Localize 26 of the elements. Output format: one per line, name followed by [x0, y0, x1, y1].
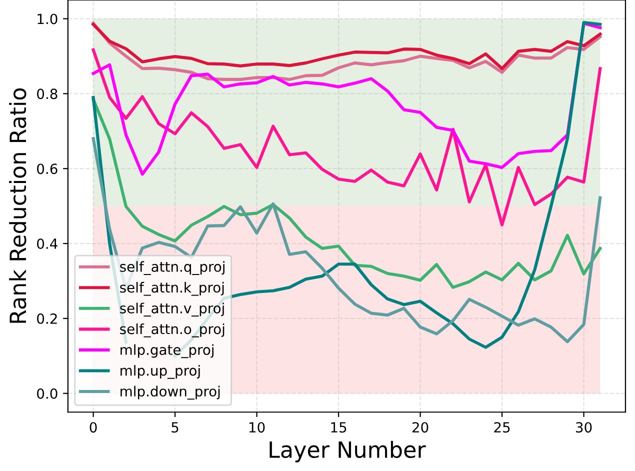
legend-label: self_attn.q_proj — [120, 261, 224, 275]
legend-label: self_attn.v_proj — [120, 302, 224, 317]
line-series — [92, 48, 602, 226]
y-tick-label: 0.8 — [37, 88, 58, 100]
legend-label: mlp.down_proj — [120, 386, 220, 400]
y-axis-title: Rank Reduction Ratio — [9, 88, 26, 323]
y-tick-label: 1.0 — [38, 14, 58, 24]
y-tick-label: 0.0 — [37, 388, 58, 399]
y-tick-label: 0.6 — [37, 164, 58, 174]
legend-label: mlp.gate_proj — [120, 344, 214, 358]
legend-label: self_attn.k_proj — [120, 282, 224, 296]
legend-label: self_attn.o_proj — [120, 323, 224, 338]
x-tick-label: 5 — [172, 422, 178, 433]
x-tick-label: 10 — [249, 422, 265, 433]
legend-label: mlp.up_proj — [120, 365, 200, 379]
x-tick-label: 0 — [90, 422, 97, 433]
x-tick-label: 15 — [331, 422, 346, 433]
y-tick-label: 0.4 — [37, 238, 58, 250]
line-series — [92, 22, 602, 81]
x-axis-title: Layer Number — [270, 440, 426, 462]
y-tick-label: 0.2 — [37, 313, 57, 324]
line-series — [92, 22, 602, 70]
x-tick-label: 25 — [494, 422, 510, 433]
x-tick-label: 30 — [576, 422, 592, 433]
x-tick-label: 20 — [412, 422, 428, 433]
line-series — [92, 137, 602, 344]
